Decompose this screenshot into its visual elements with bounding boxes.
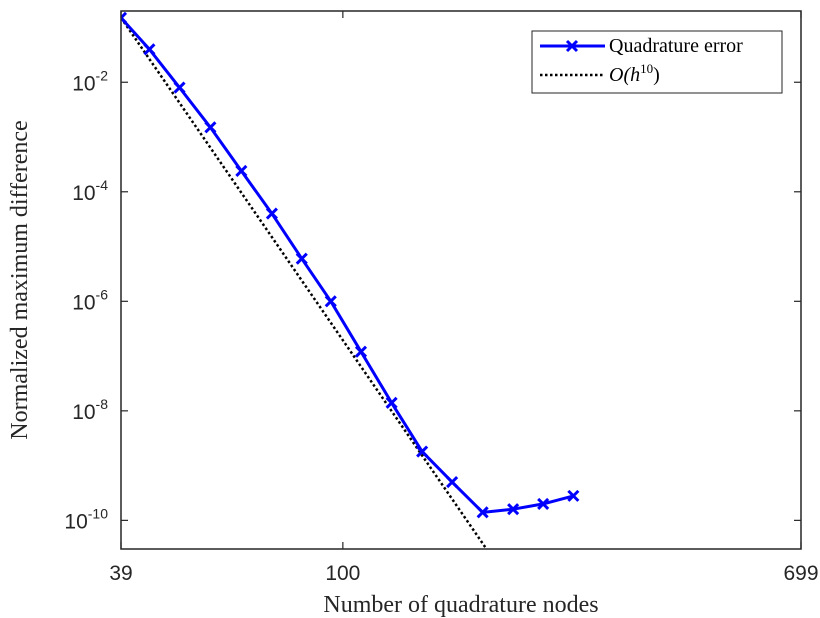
y-tick-label--4: 10-4 [72,177,108,205]
legend: Quadrature error O(h10) [531,30,783,94]
axes-box [120,10,802,550]
marker-quadrature-error-5 [265,207,278,220]
y-tick-label--6: 10-6 [72,286,108,314]
marker-quadrature-error-8 [354,345,368,358]
marker-quadrature-error-15 [567,489,580,502]
marker-quadrature-error-12 [476,506,489,519]
legend-box [531,30,783,94]
marker-quadrature-error-14 [537,497,550,510]
tick-layer: 39 100 699 10-2 10-4 10-6 10-8 10-10 [64,11,819,585]
x-tick-label-39: 39 [109,562,132,585]
marker-quadrature-error-3 [204,121,217,134]
marker-quadrature-error-7 [324,295,337,308]
y-tick-label--10: 10-10 [64,505,108,533]
plot-area [121,11,801,549]
marker-quadrature-error-2 [173,81,186,94]
marker-quadrature-error-6 [295,252,308,265]
y-tick-label--2: 10-2 [72,67,108,95]
x-tick-label-100: 100 [325,562,360,585]
y-axis-title: Normalized maximum difference [7,120,33,439]
marker-quadrature-error-13 [507,503,520,516]
legend-label-quadrature-error: Quadrature error [609,35,743,57]
y-tick-label--8: 10-8 [72,396,108,424]
x-tick-label-699: 699 [783,562,818,585]
series-line-o-h-10 [121,17,488,549]
marker-quadrature-error-11 [446,476,459,489]
marker-quadrature-error-4 [235,164,248,178]
legend-marker-quadrature-error [565,39,579,53]
legend-label-o-h10: O(h10) [609,61,660,86]
x-axis-title: Number of quadrature nodes [323,592,598,618]
marker-quadrature-error-9 [385,396,398,409]
marker-quadrature-error-0 [121,11,128,24]
series-layer [121,11,580,549]
series-line-quadrature-error [121,16,574,514]
marker-quadrature-error-1 [143,43,156,56]
marker-quadrature-error-10 [416,445,429,458]
